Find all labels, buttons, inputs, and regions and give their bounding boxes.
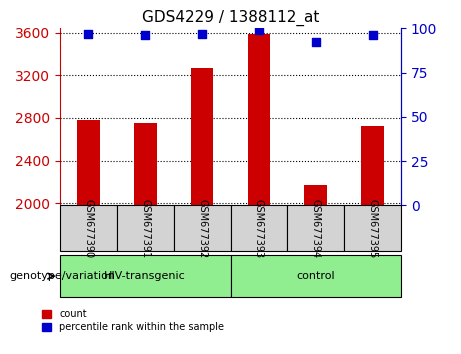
Bar [361, 126, 384, 205]
Bar [77, 120, 100, 205]
Point [312, 40, 319, 45]
Point [85, 31, 92, 36]
Point [255, 27, 263, 33]
Point [198, 31, 206, 36]
Bar [304, 185, 327, 205]
Text: control: control [296, 271, 335, 281]
Text: GSM677393: GSM677393 [254, 199, 264, 258]
Text: GSM677392: GSM677392 [197, 199, 207, 258]
Text: GSM677395: GSM677395 [367, 199, 378, 258]
Text: HIV-transgenic: HIV-transgenic [104, 271, 186, 281]
Text: GSM677391: GSM677391 [140, 199, 150, 258]
Bar [248, 34, 270, 205]
Bar [191, 68, 213, 205]
Text: GSM677390: GSM677390 [83, 199, 94, 258]
Point [369, 33, 376, 38]
Bar [134, 123, 157, 205]
Title: GDS4229 / 1388112_at: GDS4229 / 1388112_at [142, 9, 319, 25]
Legend: count, percentile rank within the sample: count, percentile rank within the sample [42, 309, 224, 332]
Text: GSM677394: GSM677394 [311, 199, 321, 258]
Text: genotype/variation: genotype/variation [9, 271, 115, 281]
Point [142, 33, 149, 38]
